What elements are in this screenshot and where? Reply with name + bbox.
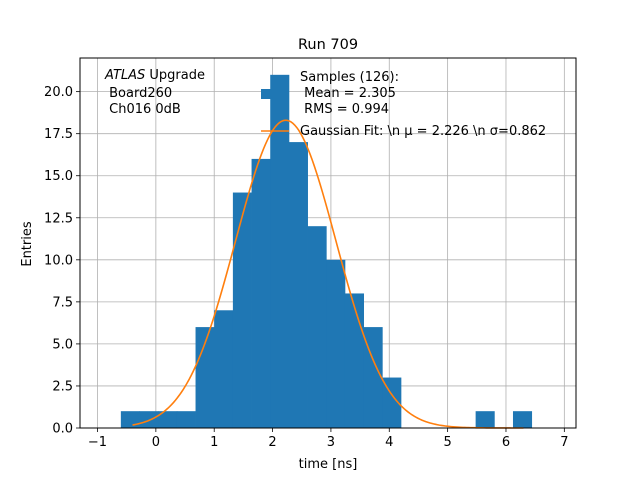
- histogram-bar: [307, 226, 327, 428]
- histogram-bar: [326, 259, 346, 428]
- x-tick-label: 4: [385, 435, 393, 450]
- legend-fit-text: Gaussian Fit: \n μ = 2.226 \n σ=0.862: [300, 124, 546, 139]
- y-tick-label: 0.0: [52, 422, 73, 437]
- annotation-upgrade: Upgrade: [145, 68, 205, 83]
- gaussian-fit-layer: [132, 119, 524, 429]
- y-tick-label: 10.0: [44, 253, 73, 268]
- y-tick-label: 5.0: [52, 337, 73, 352]
- x-tick-label: 2: [268, 435, 276, 450]
- y-tick-label: 15.0: [44, 169, 73, 184]
- gaussian-fit-curve: [132, 119, 524, 429]
- histogram-bar: [195, 327, 215, 428]
- histogram-bar: [176, 411, 196, 428]
- y-tick-label: 2.5: [52, 379, 73, 394]
- y-axis-label: Entries: [20, 221, 35, 267]
- legend-samples-line-2: Mean = 2.305: [300, 86, 396, 101]
- x-tick-label: 6: [502, 435, 510, 450]
- histogram-bar: [344, 293, 364, 428]
- x-tick-label: −1: [88, 435, 107, 450]
- annotation-line-2: Board260: [105, 86, 172, 101]
- atlas-annotation: ATLAS Upgrade Board260 Ch016 0dB: [104, 68, 205, 117]
- histogram-bar: [251, 158, 271, 428]
- histogram-bars: [120, 74, 533, 429]
- x-tick-label: 0: [152, 435, 160, 450]
- x-tick-label: 3: [327, 435, 335, 450]
- annotation-line-1: ATLAS Upgrade: [104, 68, 205, 83]
- ticks-layer: −1 0 1 2 3 4 5 6 7 0.0 2.5 5.0 7.5 10.0 12.5 15.0 17.5 20…: [44, 85, 568, 450]
- legend-samples-line-3: RMS = 0.994: [300, 102, 389, 117]
- legend-samples-line-1: Samples (126):: [300, 70, 399, 85]
- histogram-bar: [475, 411, 495, 428]
- histogram-bar: [232, 192, 252, 428]
- y-tick-label: 17.5: [44, 127, 73, 142]
- histogram-bar: [158, 411, 178, 428]
- y-tick-label: 20.0: [44, 85, 73, 100]
- atlas-italic: ATLAS: [104, 68, 145, 83]
- histogram-bar: [214, 310, 234, 428]
- legend: Samples (126): Mean = 2.305 RMS = 0.994 …: [261, 70, 546, 139]
- x-tick-label: 5: [443, 435, 451, 450]
- y-tick-label: 12.5: [44, 211, 73, 226]
- y-tick-label: 7.5: [52, 295, 73, 310]
- histogram-bar: [512, 411, 533, 428]
- histogram-bar: [270, 74, 290, 429]
- axes-frame: [79, 57, 577, 429]
- histogram-bar: [120, 411, 140, 428]
- legend-swatch-samples: [261, 89, 289, 99]
- histogram-bar: [382, 377, 402, 428]
- x-tick-label: 1: [210, 435, 218, 450]
- x-axis-label: time [ns]: [299, 457, 358, 472]
- histogram-bar: [288, 142, 308, 428]
- x-tick-label: 7: [560, 435, 568, 450]
- chart-title: Run 709: [298, 37, 358, 53]
- annotation-line-3: Ch016 0dB: [105, 102, 181, 117]
- histogram-bar: [363, 327, 383, 428]
